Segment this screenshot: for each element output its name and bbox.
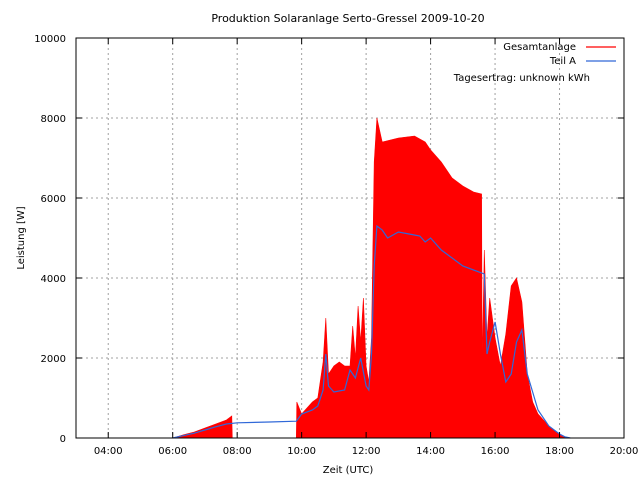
x-tick-label: 06:00 [158,446,187,457]
series-line-group [172,224,571,439]
x-tick-label: 08:00 [223,446,252,457]
x-tick-label: 14:00 [416,446,445,457]
y-tick-label: 0 [60,434,66,445]
x-tick-label: 12:00 [352,446,381,457]
y-tick-label: 2000 [41,354,66,365]
legend-label-teil-a: Teil A [549,56,576,67]
x-tick-label: 20:00 [610,446,639,457]
tick-labels: 04:00 06:00 08:00 10:00 12:00 14:00 16:00 18:00… [34,34,638,457]
x-tick-label: 18:00 [545,446,574,457]
y-tick-label: 4000 [41,274,66,285]
series-line-teil-a [172,224,571,439]
legend-label-gesamtanlage: Gesamtanlage [503,42,576,53]
y-tick-label: 10000 [34,34,66,45]
x-tick-label: 04:00 [94,446,123,457]
y-axis-label: Leistung [W] [16,206,27,269]
grid [76,38,624,438]
chart-title: Produktion Solaranlage Serto-Gressel 200… [211,12,484,25]
x-axis-label: Zeit (UTC) [323,465,374,476]
x-tick-label: 16:00 [481,446,510,457]
ticks [76,37,625,439]
daily-yield-annotation: Tagesertrag: unknown kWh [453,73,590,84]
plot-frame [75,37,625,439]
y-tick-label: 8000 [41,114,66,125]
x-tick-label: 10:00 [287,446,316,457]
legend: Gesamtanlage Teil A Tagesertrag: unknown… [453,42,616,84]
y-tick-label: 6000 [41,194,66,205]
